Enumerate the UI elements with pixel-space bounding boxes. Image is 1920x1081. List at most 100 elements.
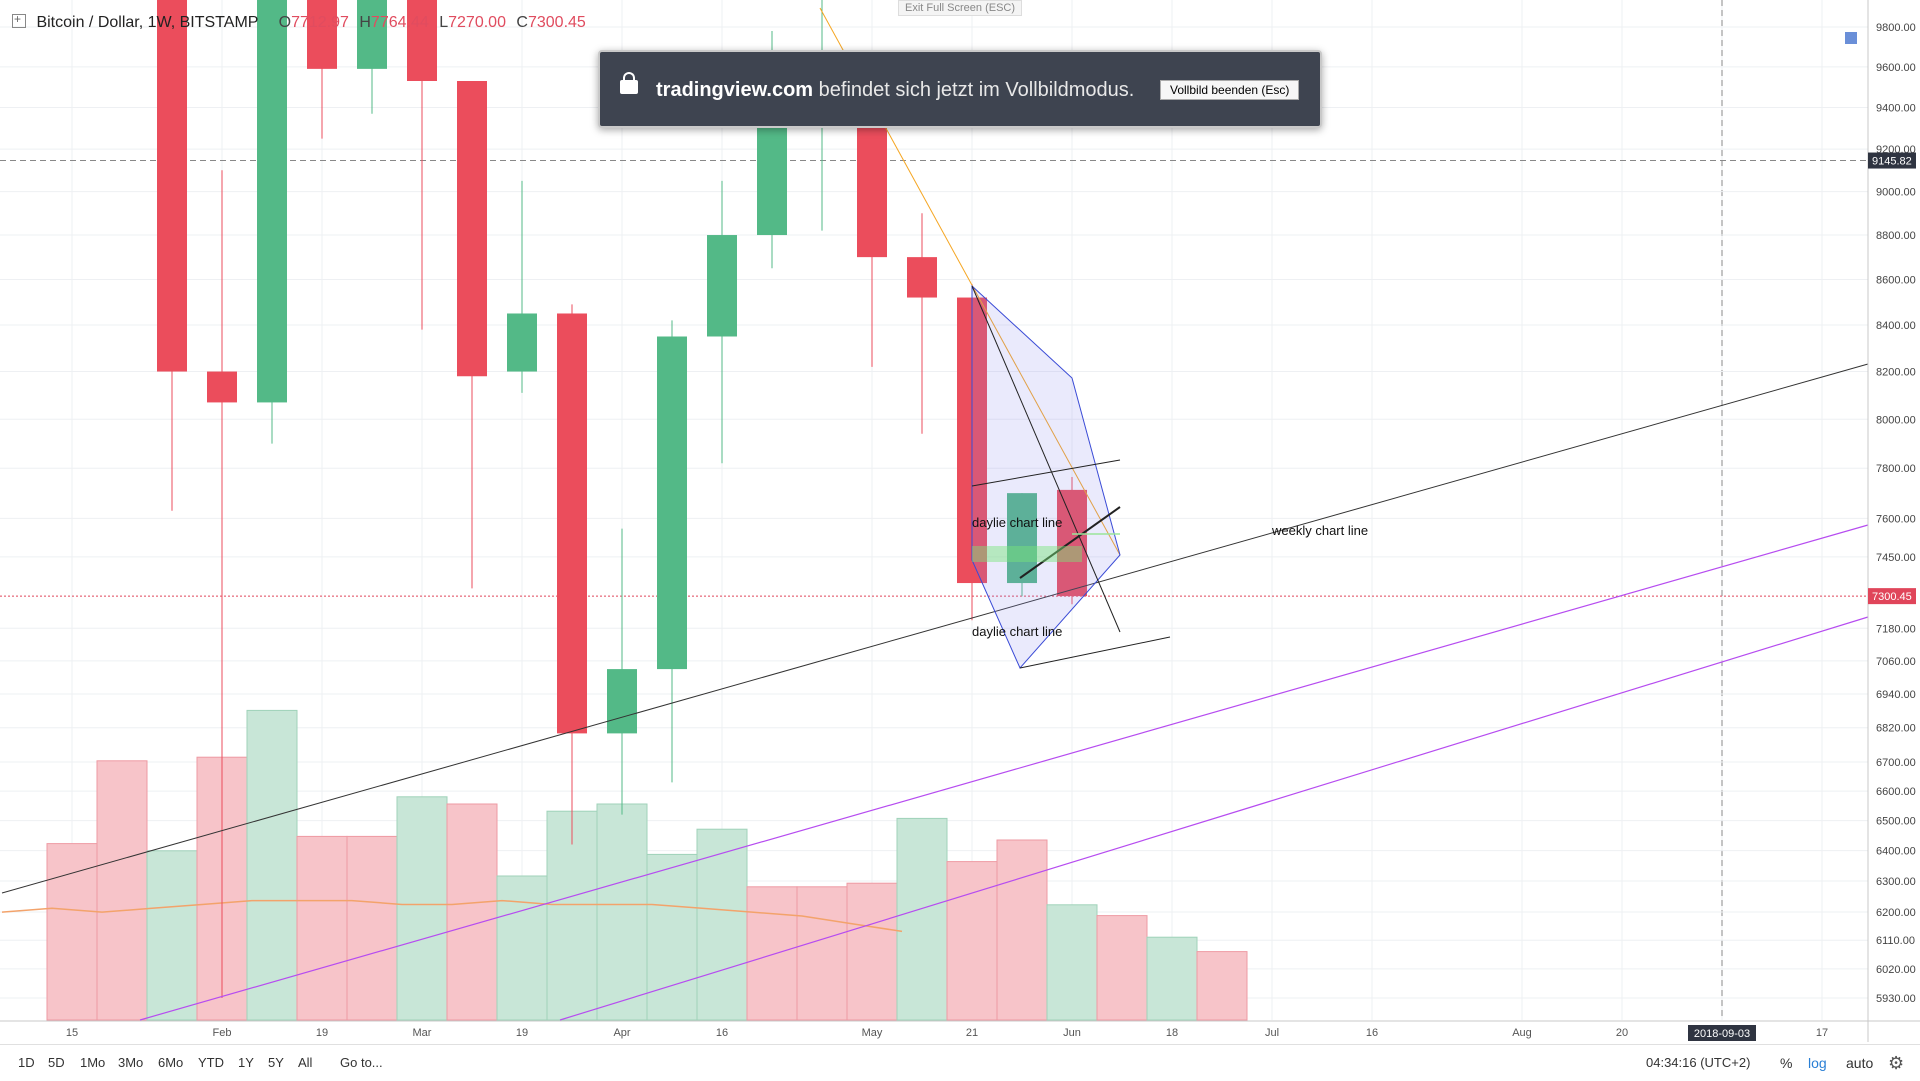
volume-bar (496, 875, 548, 1021)
tf-5d[interactable]: 5D (48, 1055, 65, 1070)
price-tick-label: 7450.00 (1876, 552, 1916, 564)
tf-ytd[interactable]: YTD (198, 1055, 224, 1070)
price-tick-label: 5930.00 (1876, 993, 1916, 1005)
volume-bar (146, 850, 198, 1021)
daylie-line-d (1019, 506, 1121, 579)
crosshair-price-label: 9145.82 (1872, 156, 1912, 168)
tf-5y[interactable]: 5Y (268, 1055, 284, 1070)
chart-header: Bitcoin / Dollar, 1W, BITSTAMP O7712.97 … (12, 12, 586, 32)
exit-fullscreen-hint[interactable]: Exit Full Screen (ESC) (898, 0, 1023, 16)
volume-bar (546, 810, 598, 1021)
price-tick-label: 6400.00 (1876, 846, 1916, 858)
volume-bar (1096, 915, 1148, 1021)
annotation-label: daylie chart line (972, 624, 1062, 639)
volume-bar (796, 886, 848, 1021)
scale-lock-icon[interactable] (1845, 32, 1857, 44)
candle-body (707, 235, 737, 337)
candle-body (907, 257, 937, 298)
high-label: H (359, 14, 371, 31)
tf-6mo[interactable]: 6Mo (158, 1055, 184, 1070)
price-tick-label: 6020.00 (1876, 964, 1916, 976)
price-tick-label: 6600.00 (1876, 786, 1916, 798)
banner-domain: tradingview.com (656, 79, 814, 101)
exit-fullscreen-button[interactable]: Vollbild beenden (Esc) (1160, 80, 1300, 100)
volume-bar (46, 843, 98, 1021)
volume-bar (246, 709, 298, 1021)
candle-body (157, 0, 187, 372)
time-axis[interactable]: 15 Feb 19 Mar 19 Apr 16 May 21 Jun 18 Jul 16 Aug 20 201… (66, 1025, 1828, 1041)
open-label: O (278, 14, 292, 31)
last-price-label: 7300.45 (1872, 591, 1912, 603)
time-tick-label: Jul (1265, 1027, 1279, 1039)
time-tick-label: Mar (413, 1027, 432, 1039)
time-tick-label: 20 (1616, 1027, 1628, 1039)
volume-bar (896, 817, 948, 1021)
volume-bar (996, 839, 1048, 1021)
symbol-title[interactable]: Bitcoin / Dollar, 1W, BITSTAMP (36, 14, 259, 31)
banner-text: befindet sich jetzt im Vollbildmodus. (818, 79, 1135, 101)
volume-bar (296, 835, 348, 1021)
price-tick-label: 8800.00 (1876, 230, 1916, 242)
channel-line-lower (559, 616, 1869, 1021)
time-tick-label: 19 (316, 1027, 328, 1039)
time-tick-label: 19 (516, 1027, 528, 1039)
date-tooltip-box (1688, 1025, 1756, 1041)
time-tick-label: 18 (1166, 1027, 1178, 1039)
price-chart[interactable]: daylie chart line daylie chart line weekly… (0, 0, 1920, 1044)
volume-bar (1146, 936, 1198, 1021)
daylie-line-b (971, 459, 1121, 487)
log-toggle[interactable]: log (1808, 1055, 1827, 1071)
price-axis[interactable]: 9800.009600.009400.009200.009000.008800.… (0, 0, 1920, 1042)
time-tick-label: 15 (66, 1027, 78, 1039)
candle-body (557, 313, 587, 734)
annotation-label: daylie chart line (972, 515, 1062, 530)
volume-bar (1046, 904, 1098, 1021)
annotation-label: weekly chart line (1271, 523, 1368, 538)
time-tick-label: 17 (1816, 1027, 1828, 1039)
price-tick-label: 6200.00 (1876, 907, 1916, 919)
candle-body (1007, 493, 1037, 584)
tf-all[interactable]: All (298, 1055, 313, 1070)
candle-body (307, 0, 337, 69)
candle-body (457, 81, 487, 377)
time-tick-label: Apr (613, 1027, 630, 1039)
candle-body (507, 313, 537, 372)
percent-toggle[interactable]: % (1780, 1055, 1793, 1071)
price-tick-label: 6500.00 (1876, 816, 1916, 828)
tf-1mo[interactable]: 1Mo (80, 1055, 106, 1070)
fullscreen-banner: tradingview.com befindet sich jetzt im V… (598, 50, 1322, 128)
gear-icon[interactable]: ⚙ (1888, 1053, 1905, 1073)
bottom-toolbar: 1D 5D 1Mo 3Mo 6Mo YTD 1Y 5Y All Go to...… (0, 1044, 1920, 1081)
time-tick-label: 21 (966, 1027, 978, 1039)
price-tick-label: 9400.00 (1876, 103, 1916, 115)
last-price-box (1868, 588, 1916, 605)
price-tick-label: 9800.00 (1876, 22, 1916, 34)
daylie-line-a (971, 285, 1121, 633)
time-tick-label: Feb (213, 1027, 232, 1039)
goto-date[interactable]: Go to... (340, 1055, 383, 1070)
tf-1y[interactable]: 1Y (238, 1055, 254, 1070)
expand-icon[interactable] (12, 12, 26, 28)
ohlc-values: O7712.97 H7764.44 L7270.00 C7300.45 (273, 14, 586, 31)
daylie-line-c (1019, 636, 1171, 669)
candle-body (607, 669, 637, 734)
close-value: 7300.45 (527, 14, 586, 31)
price-tick-label: 9000.00 (1876, 187, 1916, 199)
tf-3mo[interactable]: 3Mo (118, 1055, 144, 1070)
close-label: C (516, 14, 528, 31)
triangle-pattern (971, 284, 1121, 669)
volume-bar (946, 861, 998, 1021)
crosshair-price-box (1868, 152, 1916, 169)
auto-toggle[interactable]: auto (1846, 1055, 1874, 1071)
price-tick-label: 8600.00 (1876, 274, 1916, 286)
time-tick-label: 16 (1366, 1027, 1378, 1039)
clock[interactable]: 04:34:16 (UTC+2) (1646, 1055, 1751, 1070)
volume-bar (396, 796, 448, 1021)
volume-bar (346, 835, 398, 1021)
candle-body (207, 371, 237, 403)
open-value: 7712.97 (291, 14, 349, 31)
price-tick-label: 7060.00 (1876, 656, 1916, 668)
time-tick-label: May (862, 1027, 883, 1039)
price-tick-label: 6110.00 (1876, 935, 1915, 947)
tf-1d[interactable]: 1D (18, 1055, 35, 1070)
